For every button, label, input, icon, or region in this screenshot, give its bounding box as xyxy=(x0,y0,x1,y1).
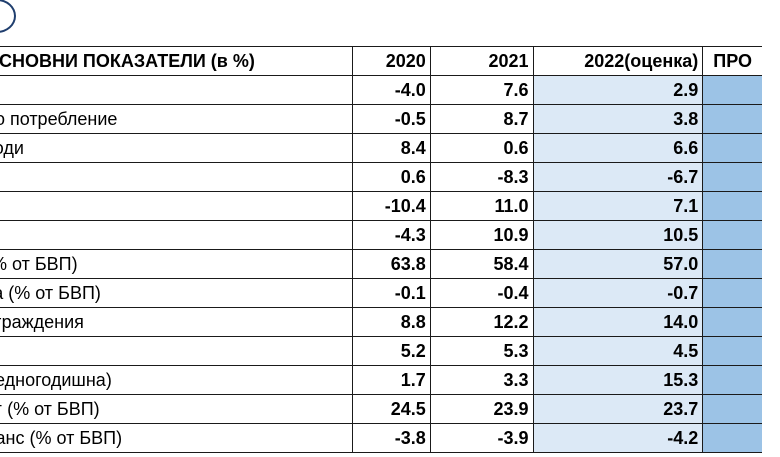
value-2022-estimate: -4.2 xyxy=(532,423,704,453)
row-label: лг (% от БВП) xyxy=(0,394,353,424)
table-body: -4.07.62.9но потребление-0.58.73.8ходи8.… xyxy=(0,75,762,453)
value-2022-estimate: 23.7 xyxy=(532,394,704,424)
value-2020: -3.8 xyxy=(351,423,431,453)
row-label xyxy=(0,75,353,105)
table-row: аграждения8.812.214.0 xyxy=(0,307,762,337)
value-2022-estimate: 4.5 xyxy=(532,336,704,366)
value-2020: 8.8 xyxy=(351,307,431,337)
value-2022-estimate: 57.0 xyxy=(532,249,704,279)
row-label: ка (% от БВП) xyxy=(0,278,353,308)
value-2020: 0.6 xyxy=(351,162,431,192)
value-projection xyxy=(702,191,762,221)
value-2021: -0.4 xyxy=(429,278,534,308)
value-2020: 1.7 xyxy=(351,365,431,395)
table-row: -4.3 10.9 10.5 xyxy=(0,220,762,250)
value-2021: 0.6 xyxy=(429,133,534,163)
value-2020: 63.8 xyxy=(351,249,431,279)
table-row: ка (% от БВП)-0.1-0.4-0.7 xyxy=(0,278,762,308)
value-2020: 24.5 xyxy=(351,394,431,424)
value-2021: 7.6 xyxy=(429,75,534,105)
value-projection xyxy=(702,133,762,163)
value-2020: -0.1 xyxy=(351,278,431,308)
value-2022-estimate: 2.9 xyxy=(532,75,704,105)
value-2021: 10.9 xyxy=(429,220,534,250)
value-2021: 23.9 xyxy=(429,394,534,424)
value-2022-estimate: -0.7 xyxy=(532,278,704,308)
value-2022-estimate: -6.7 xyxy=(532,162,704,192)
table-row: лг (% от БВП)24.523.923.7 xyxy=(0,394,762,424)
value-projection xyxy=(702,365,762,395)
value-projection xyxy=(702,104,762,134)
table-row: редногодишна)1.73.315.3 xyxy=(0,365,762,395)
value-projection xyxy=(702,75,762,105)
value-projection xyxy=(702,394,762,424)
row-label: ходи xyxy=(0,133,353,163)
value-2020: -0.5 xyxy=(351,104,431,134)
value-2020: 8.4 xyxy=(351,133,431,163)
value-projection xyxy=(702,278,762,308)
table-row: 5.2 5.3 4.5 xyxy=(0,336,762,366)
value-2022-estimate: 14.0 xyxy=(532,307,704,337)
indicators-table: ОСНОВНИ ПОКАЗАТЕЛИ (в %) 2020 2021 2022(… xyxy=(0,46,762,453)
column-header-projection: ПРО xyxy=(702,46,762,76)
row-label xyxy=(0,191,353,221)
table-row: 0.6 -8.3 -6.7 xyxy=(0,162,762,192)
table-row: ланс (% от БВП)-3.8-3.9-4.2 xyxy=(0,423,762,453)
row-label: редногодишна) xyxy=(0,365,353,395)
value-2021: 5.3 xyxy=(429,336,534,366)
value-2021: 11.0 xyxy=(429,191,534,221)
value-2020: -10.4 xyxy=(351,191,431,221)
table-row: ходи8.40.66.6 xyxy=(0,133,762,163)
column-header-2020: 2020 xyxy=(351,46,431,76)
value-projection xyxy=(702,307,762,337)
value-2022-estimate: 3.8 xyxy=(532,104,704,134)
table-row: (% от БВП)63.858.457.0 xyxy=(0,249,762,279)
value-projection xyxy=(702,162,762,192)
value-2020: 5.2 xyxy=(351,336,431,366)
value-2021: 3.3 xyxy=(429,365,534,395)
table-row: но потребление-0.58.73.8 xyxy=(0,104,762,134)
value-2021: -8.3 xyxy=(429,162,534,192)
value-projection xyxy=(702,336,762,366)
value-projection xyxy=(702,220,762,250)
value-2022-estimate: 15.3 xyxy=(532,365,704,395)
column-header-indicators: ОСНОВНИ ПОКАЗАТЕЛИ (в %) xyxy=(0,46,353,76)
row-label: (% от БВП) xyxy=(0,249,353,279)
row-label: аграждения xyxy=(0,307,353,337)
value-2022-estimate: 10.5 xyxy=(532,220,704,250)
value-2020: -4.0 xyxy=(351,75,431,105)
row-label xyxy=(0,336,353,366)
table-header-row: ОСНОВНИ ПОКАЗАТЕЛИ (в %) 2020 2021 2022(… xyxy=(0,46,762,76)
value-2021: -3.9 xyxy=(429,423,534,453)
value-2021: 8.7 xyxy=(429,104,534,134)
column-header-2021: 2021 xyxy=(429,46,534,76)
value-2020: -4.3 xyxy=(351,220,431,250)
value-2021: 12.2 xyxy=(429,307,534,337)
value-2021: 58.4 xyxy=(429,249,534,279)
circle-badge-icon xyxy=(0,0,16,33)
value-projection xyxy=(702,249,762,279)
value-projection xyxy=(702,423,762,453)
column-header-2022-estimate: 2022(оценка) xyxy=(532,46,704,76)
row-label xyxy=(0,162,353,192)
table-row: -4.0 7.6 2.9 xyxy=(0,75,762,105)
value-2022-estimate: 7.1 xyxy=(532,191,704,221)
row-label: ланс (% от БВП) xyxy=(0,423,353,453)
row-label xyxy=(0,220,353,250)
value-2022-estimate: 6.6 xyxy=(532,133,704,163)
table-row: -10.4 11.0 7.1 xyxy=(0,191,762,221)
row-label: но потребление xyxy=(0,104,353,134)
